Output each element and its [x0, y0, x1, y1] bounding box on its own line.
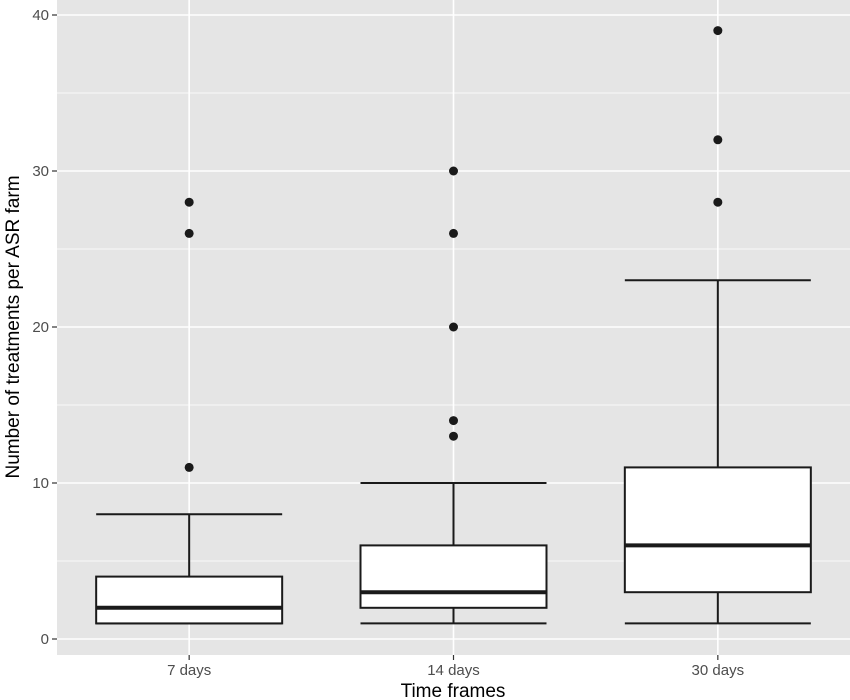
box-7-days [95, 197, 284, 625]
y-tick-label: 40 [32, 7, 49, 24]
outlier-point [449, 416, 458, 426]
box-30-days [623, 26, 812, 625]
iqr-box [623, 466, 812, 594]
y-tick-label: 0 [41, 631, 49, 648]
y-tick-label: 10 [32, 475, 49, 492]
boxes-layer [95, 26, 812, 625]
iqr-box [359, 544, 548, 609]
x-tick-label: 14 days [427, 662, 480, 679]
outlier-point [713, 26, 723, 36]
outlier-point [449, 166, 458, 176]
outlier-point [184, 228, 194, 238]
x-axis-title: Time frames [401, 681, 506, 700]
x-axis: 7 days 14 days 30 days [167, 655, 744, 679]
iqr-box [95, 575, 284, 625]
outlier-point [184, 462, 194, 472]
y-tick-label: 20 [32, 319, 49, 336]
box-14-days [359, 166, 548, 625]
outlier-point [184, 197, 194, 207]
outlier-point [449, 431, 458, 441]
outlier-point [449, 228, 458, 238]
y-axis-title: Number of treatments per ASR farm [3, 175, 24, 478]
x-tick-label: 7 days [167, 662, 211, 679]
y-axis: 0 10 20 30 40 [32, 7, 57, 648]
outlier-point [713, 197, 723, 207]
outlier-point [713, 135, 723, 145]
y-tick-label: 30 [32, 163, 49, 180]
x-tick-label: 30 days [692, 662, 745, 679]
outlier-point [449, 322, 458, 332]
